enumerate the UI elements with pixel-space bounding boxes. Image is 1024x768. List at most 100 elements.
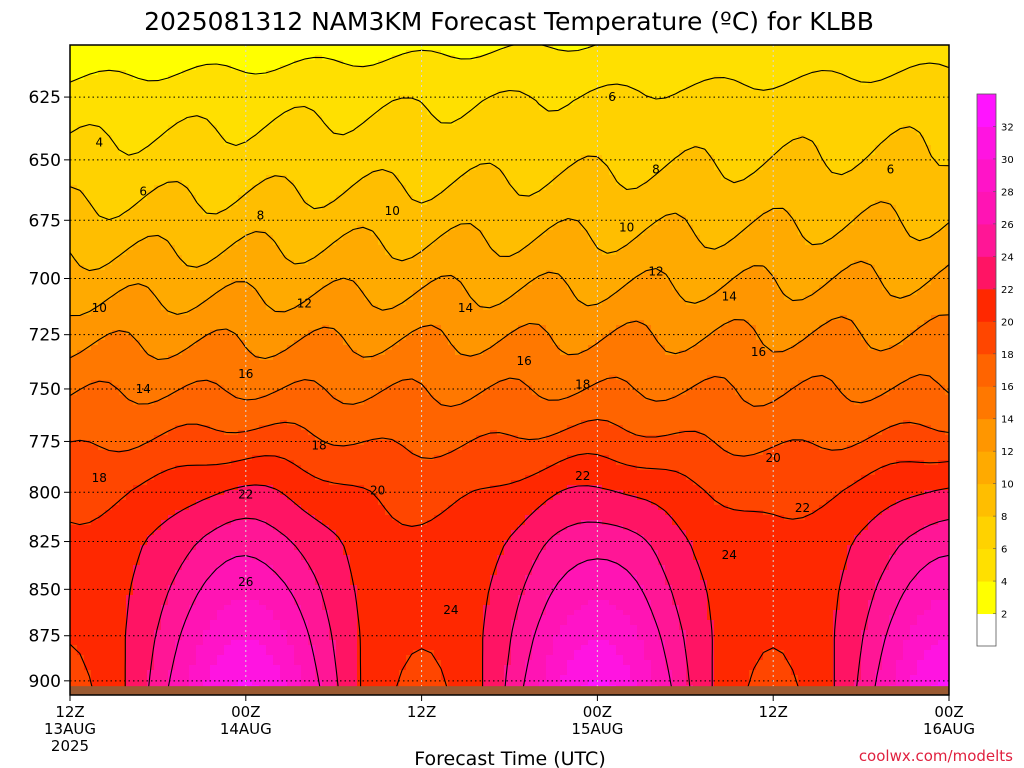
field-cell	[399, 165, 407, 171]
field-cell	[798, 100, 806, 106]
field-cell	[315, 135, 323, 141]
field-cell	[861, 45, 869, 51]
field-cell	[518, 150, 526, 156]
field-cell	[280, 205, 288, 211]
field-cell	[756, 215, 764, 221]
field-cell	[546, 200, 554, 206]
field-cell	[497, 140, 505, 146]
field-cell	[735, 155, 743, 161]
field-cell	[203, 160, 211, 166]
field-cell	[350, 65, 358, 71]
field-cell	[595, 50, 603, 56]
field-cell	[196, 180, 204, 186]
field-cell	[140, 185, 148, 191]
field-cell	[154, 95, 162, 101]
field-cell	[903, 165, 911, 171]
field-cell	[280, 235, 288, 241]
field-cell	[504, 200, 512, 206]
field-cell	[637, 50, 645, 56]
field-cell	[287, 155, 295, 161]
field-cell	[525, 135, 533, 141]
field-cell	[777, 170, 785, 176]
field-cell	[469, 220, 477, 226]
field-cell	[560, 90, 568, 96]
field-cell	[763, 120, 771, 126]
field-cell	[616, 185, 624, 191]
field-cell	[84, 85, 92, 91]
field-cell	[588, 80, 596, 86]
field-cell	[546, 185, 554, 191]
field-cell	[392, 200, 400, 206]
field-cell	[497, 175, 505, 181]
field-cell	[518, 85, 526, 91]
field-cell	[756, 190, 764, 196]
field-cell	[707, 145, 715, 151]
field-cell	[112, 105, 120, 111]
field-cell	[378, 220, 386, 226]
field-cell	[588, 190, 596, 196]
field-cell	[532, 50, 540, 56]
field-cell	[126, 70, 134, 76]
field-cell	[154, 165, 162, 171]
field-cell	[924, 230, 932, 236]
field-cell	[455, 60, 463, 66]
field-cell	[595, 220, 603, 226]
field-cell	[917, 225, 925, 231]
field-cell	[504, 180, 512, 186]
field-cell	[217, 220, 225, 226]
field-cell	[287, 160, 295, 166]
field-cell	[700, 45, 708, 51]
field-cell	[168, 60, 176, 66]
field-cell	[147, 85, 155, 91]
field-cell	[868, 75, 876, 81]
field-cell	[357, 195, 365, 201]
field-cell	[161, 95, 169, 101]
field-cell	[168, 90, 176, 96]
field-cell	[322, 240, 330, 246]
field-cell	[490, 195, 498, 201]
field-cell	[329, 95, 337, 101]
field-cell	[504, 210, 512, 216]
field-cell	[903, 210, 911, 216]
field-cell	[413, 230, 421, 236]
field-cell	[917, 100, 925, 106]
field-cell	[385, 80, 393, 86]
field-cell	[252, 95, 260, 101]
field-cell	[567, 145, 575, 151]
field-cell	[308, 125, 316, 131]
field-cell	[399, 230, 407, 236]
field-cell	[665, 135, 673, 141]
field-cell	[658, 115, 666, 121]
field-cell	[861, 140, 869, 146]
field-cell	[784, 185, 792, 191]
field-cell	[196, 110, 204, 116]
field-cell	[735, 60, 743, 66]
field-cell	[525, 150, 533, 156]
field-cell	[742, 210, 750, 216]
field-cell	[182, 210, 190, 216]
field-cell	[679, 195, 687, 201]
field-cell	[791, 190, 799, 196]
field-cell	[714, 225, 722, 231]
field-cell	[385, 210, 393, 216]
field-cell	[854, 230, 862, 236]
field-cell	[749, 170, 757, 176]
field-cell	[532, 235, 540, 241]
field-cell	[833, 185, 841, 191]
field-cell	[749, 65, 757, 71]
field-cell	[581, 225, 589, 231]
field-cell	[315, 200, 323, 206]
field-cell	[98, 180, 106, 186]
field-cell	[133, 140, 141, 146]
field-cell	[826, 160, 834, 166]
field-cell	[119, 180, 127, 186]
field-cell	[91, 90, 99, 96]
field-cell	[322, 200, 330, 206]
field-cell	[553, 230, 561, 236]
field-cell	[770, 180, 778, 186]
field-cell	[231, 135, 239, 141]
field-cell	[476, 110, 484, 116]
field-cell	[896, 80, 904, 86]
field-cell	[343, 120, 351, 126]
field-cell	[154, 60, 162, 66]
